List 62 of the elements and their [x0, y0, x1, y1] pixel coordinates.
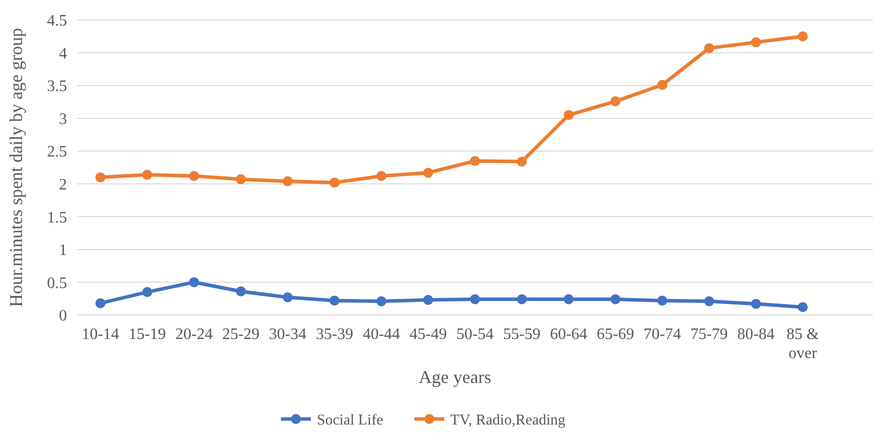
- point: [470, 156, 480, 166]
- point: [704, 43, 714, 54]
- x-tick-label: 55-59: [503, 326, 540, 343]
- point: [610, 294, 620, 304]
- x-tick-label: 80-84: [737, 326, 775, 343]
- point: [142, 170, 152, 180]
- point: [282, 176, 293, 186]
- point: [236, 286, 246, 296]
- y-tick-label: 3.5: [47, 78, 67, 96]
- x-tick-label: 20-24: [175, 326, 213, 343]
- x-tick-label: 75-79: [690, 326, 728, 343]
- point: [610, 96, 620, 106]
- point: [95, 172, 106, 182]
- point: [798, 302, 808, 312]
- point: [798, 31, 808, 42]
- y-axis-title: Hour.minutes spent daily by age group: [6, 28, 26, 307]
- point: [236, 174, 246, 184]
- y-tick-label: 2.5: [47, 144, 67, 161]
- legend-label: TV, Radio,Reading: [450, 412, 566, 428]
- point: [750, 37, 761, 48]
- x-tick-label: 60-64: [550, 326, 588, 343]
- y-tick-label: 4: [59, 45, 67, 62]
- x-tick-label: 40-44: [362, 326, 400, 343]
- point: [423, 168, 434, 178]
- point: [95, 298, 106, 308]
- y-tick-label: 2: [59, 176, 67, 194]
- point: [376, 296, 386, 306]
- point: [189, 277, 200, 288]
- point: [750, 298, 761, 309]
- x-tick-label: 65-69: [596, 326, 634, 343]
- point: [564, 110, 574, 120]
- legend-label: Social Life: [316, 412, 384, 428]
- point: [564, 294, 574, 304]
- x-tick-label: 25-29: [222, 326, 260, 343]
- point: [330, 296, 340, 306]
- point: [330, 178, 340, 188]
- x-tick-label: 10-14: [82, 326, 120, 343]
- y-tick-label: 1: [59, 242, 67, 260]
- x-axis-title: Age years: [418, 367, 492, 387]
- point: [657, 296, 668, 306]
- x-tick-label: 85 & over: [786, 326, 820, 362]
- x-tick-label: 70-74: [644, 326, 681, 343]
- point: [704, 296, 714, 306]
- point: [423, 294, 434, 305]
- x-tick-label: 50-54: [456, 326, 494, 343]
- point: [142, 287, 152, 298]
- y-tick-label: 4.5: [47, 12, 67, 30]
- x-tick-label: 45-49: [410, 326, 447, 343]
- x-tick-label: 35-39: [316, 326, 354, 343]
- y-tick-label: 3: [59, 110, 67, 128]
- point: [516, 294, 527, 304]
- x-tick-label: 30-34: [269, 326, 306, 343]
- point: [376, 171, 386, 182]
- point: [189, 171, 200, 182]
- x-tick-label: 15-19: [128, 326, 166, 343]
- point: [470, 294, 480, 304]
- y-tick-label: 1.5: [47, 209, 67, 226]
- point: [516, 156, 527, 167]
- point: [282, 292, 293, 302]
- y-tick-label: 0: [59, 308, 67, 325]
- y-tick-label: 0.5: [47, 274, 67, 292]
- point: [657, 80, 668, 90]
